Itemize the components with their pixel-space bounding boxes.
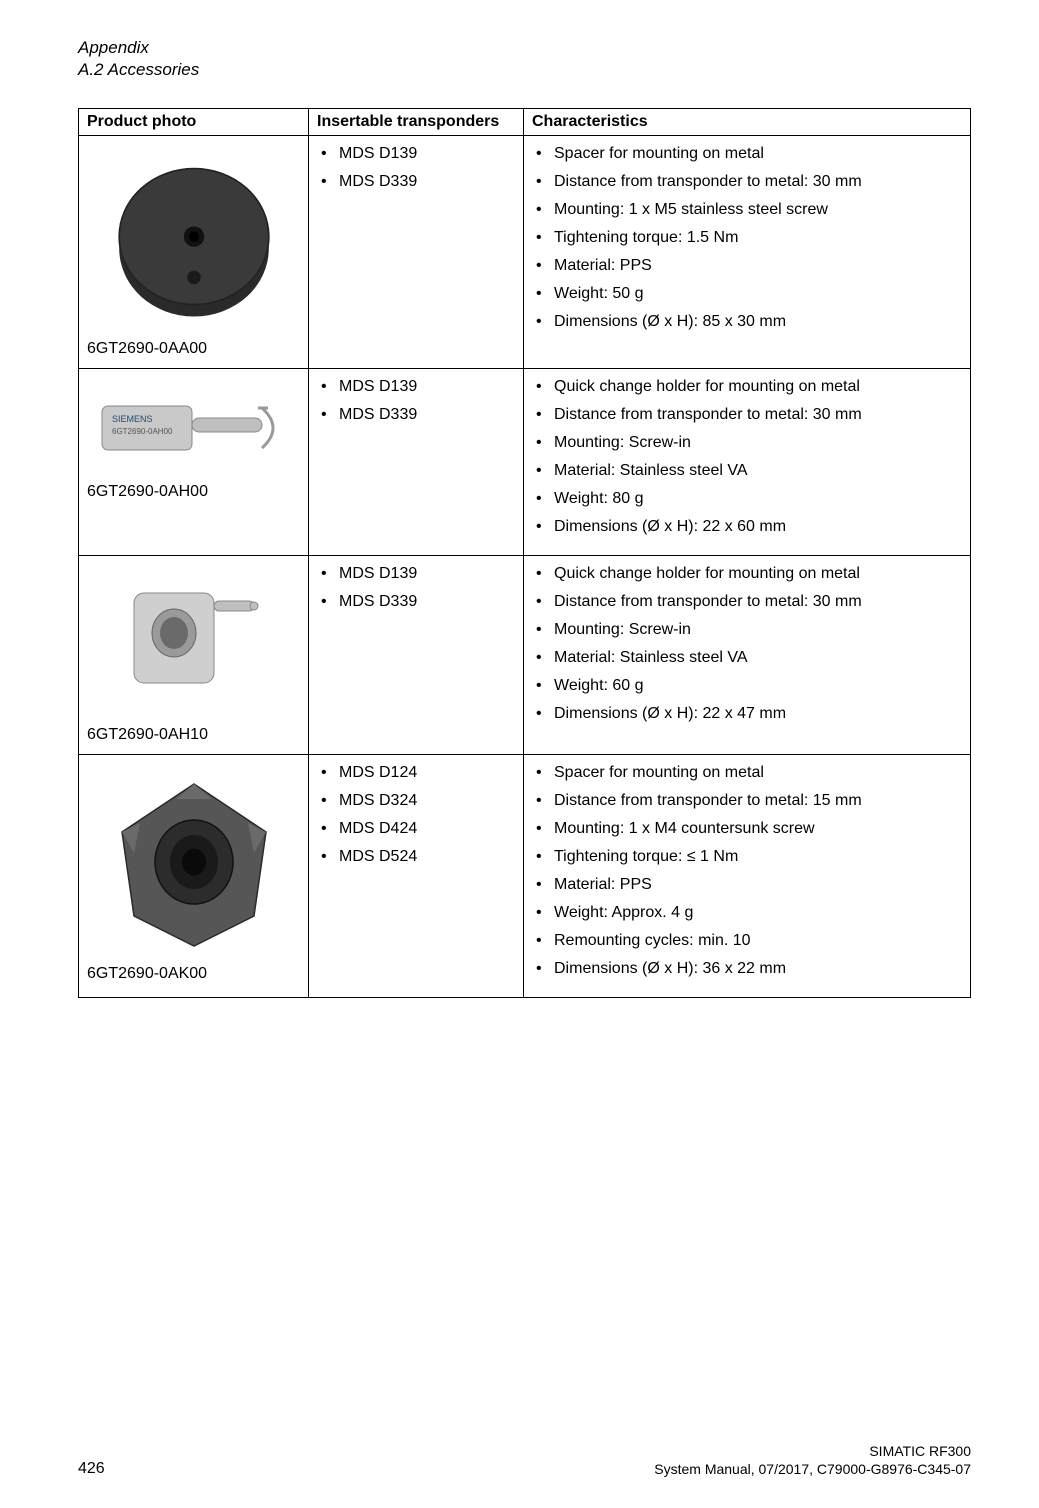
characteristic-item: Tightening torque: ≤ 1 Nm	[536, 847, 962, 867]
header-section: A.2 Accessories	[78, 60, 971, 80]
transponder-item: MDS D139	[321, 377, 515, 397]
characteristic-item: Spacer for mounting on metal	[536, 763, 962, 783]
characteristic-item: Weight: Approx. 4 g	[536, 903, 962, 923]
characteristic-item: Mounting: 1 x M5 stainless steel screw	[536, 200, 962, 220]
product-image	[87, 568, 300, 718]
characteristic-item: Material: Stainless steel VA	[536, 461, 962, 481]
characteristic-item: Spacer for mounting on metal	[536, 144, 962, 164]
product-photo-cell: 6GT2690-0AH10	[79, 556, 309, 755]
characteristic-item: Dimensions (Ø x H): 22 x 60 mm	[536, 517, 962, 537]
svg-text:6GT2690-0AH00: 6GT2690-0AH00	[112, 427, 173, 436]
characteristic-item: Material: Stainless steel VA	[536, 648, 962, 668]
accessories-table: Product photo Insertable transponders Ch…	[78, 108, 971, 998]
characteristic-item: Weight: 60 g	[536, 676, 962, 696]
characteristic-item: Weight: 50 g	[536, 284, 962, 304]
header-appendix: Appendix	[78, 38, 971, 58]
characteristic-item: Material: PPS	[536, 256, 962, 276]
characteristic-item: Weight: 80 g	[536, 489, 962, 509]
transponder-item: MDS D524	[321, 847, 515, 867]
footer-manual: System Manual, 07/2017, C79000-G8976-C34…	[78, 1460, 971, 1478]
transponder-item: MDS D339	[321, 405, 515, 425]
characteristic-item: Quick change holder for mounting on meta…	[536, 377, 962, 397]
transponders-cell: MDS D139 MDS D339	[309, 369, 524, 556]
characteristic-item: Dimensions (Ø x H): 22 x 47 mm	[536, 704, 962, 724]
footer-product: SIMATIC RF300	[78, 1442, 971, 1460]
product-image: SIEMENS 6GT2690-0AH00	[87, 381, 300, 475]
characteristic-item: Distance from transponder to metal: 15 m…	[536, 791, 962, 811]
characteristics-cell: Quick change holder for mounting on meta…	[524, 369, 971, 556]
product-image	[87, 767, 300, 957]
transponder-item: MDS D139	[321, 564, 515, 584]
transponder-item: MDS D324	[321, 791, 515, 811]
product-photo-cell: SIEMENS 6GT2690-0AH00 6GT2690-0AH00	[79, 369, 309, 556]
characteristic-item: Dimensions (Ø x H): 85 x 30 mm	[536, 312, 962, 332]
characteristic-item: Distance from transponder to metal: 30 m…	[536, 592, 962, 612]
part-number: 6GT2690-0AA00	[87, 340, 300, 358]
transponder-item: MDS D424	[321, 819, 515, 839]
product-image	[87, 148, 300, 332]
product-photo-cell: 6GT2690-0AK00	[79, 755, 309, 998]
part-number: 6GT2690-0AH00	[87, 483, 300, 501]
characteristic-item: Distance from transponder to metal: 30 m…	[536, 405, 962, 425]
th-characteristics: Characteristics	[524, 109, 971, 136]
th-transponders: Insertable transponders	[309, 109, 524, 136]
characteristics-cell: Quick change holder for mounting on meta…	[524, 556, 971, 755]
transponders-cell: MDS D139 MDS D339	[309, 136, 524, 369]
characteristic-item: Material: PPS	[536, 875, 962, 895]
transponder-item: MDS D339	[321, 172, 515, 192]
characteristic-item: Mounting: 1 x M4 countersunk screw	[536, 819, 962, 839]
th-photo: Product photo	[79, 109, 309, 136]
footer-page-number: 426	[78, 1460, 105, 1478]
transponder-item: MDS D339	[321, 592, 515, 612]
transponders-cell: MDS D139 MDS D339	[309, 556, 524, 755]
transponder-item: MDS D124	[321, 763, 515, 783]
svg-text:SIEMENS: SIEMENS	[112, 414, 153, 424]
characteristic-item: Mounting: Screw-in	[536, 620, 962, 640]
page-footer: SIMATIC RF300 System Manual, 07/2017, C7…	[78, 1442, 971, 1478]
characteristic-item: Mounting: Screw-in	[536, 433, 962, 453]
characteristics-cell: Spacer for mounting on metal Distance fro…	[524, 755, 971, 998]
characteristic-item: Quick change holder for mounting on meta…	[536, 564, 962, 584]
characteristic-item: Tightening torque: 1.5 Nm	[536, 228, 962, 248]
transponders-cell: MDS D124 MDS D324 MDS D424 MDS D524	[309, 755, 524, 998]
transponder-item: MDS D139	[321, 144, 515, 164]
product-photo-cell: 6GT2690-0AA00	[79, 136, 309, 369]
characteristics-cell: Spacer for mounting on metal Distance fro…	[524, 136, 971, 369]
part-number: 6GT2690-0AH10	[87, 726, 300, 744]
characteristic-item: Remounting cycles: min. 10	[536, 931, 962, 951]
characteristic-item: Dimensions (Ø x H): 36 x 22 mm	[536, 959, 962, 979]
characteristic-item: Distance from transponder to metal: 30 m…	[536, 172, 962, 192]
part-number: 6GT2690-0AK00	[87, 965, 300, 983]
